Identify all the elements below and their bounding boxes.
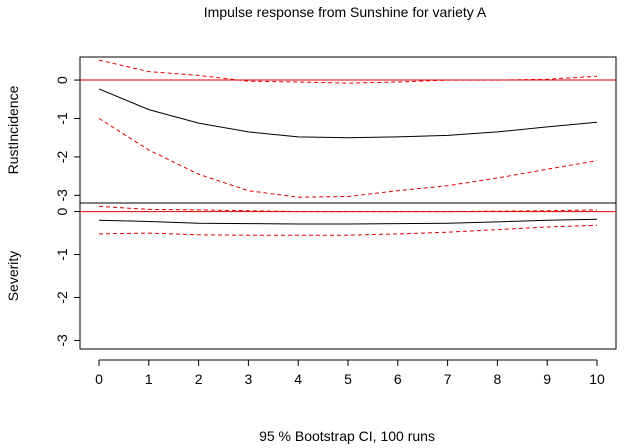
series-ci_upper-panel-0 — [98, 59, 598, 84]
y-tick-label: -3 — [54, 189, 70, 202]
x-tick-label: 9 — [543, 371, 551, 387]
y-tick-label: -2 — [54, 291, 70, 304]
y-tick-label: -3 — [54, 334, 70, 347]
x-tick-label: 1 — [145, 371, 153, 387]
x-tick-label: 3 — [245, 371, 253, 387]
x-tick-label: 5 — [344, 371, 352, 387]
chart-footer: 95 % Bootstrap CI, 100 runs — [259, 428, 435, 444]
x-tick-label: 4 — [294, 371, 302, 387]
y-tick-label: 0 — [54, 76, 70, 84]
y-tick-label: -2 — [54, 150, 70, 163]
series-ci_lower-panel-1 — [98, 224, 598, 236]
x-tick-label: 8 — [494, 371, 502, 387]
x-tick-label: 2 — [195, 371, 203, 387]
series-ci_upper-panel-1 — [98, 205, 598, 213]
y-tick-label: -1 — [54, 248, 70, 261]
y-tick-label: 0 — [54, 207, 70, 215]
series-response-panel-0 — [98, 88, 598, 139]
y-axis-label-rustincidence: RustIncidence — [5, 85, 21, 174]
chart-title: Impulse response from Sunshine for varie… — [204, 4, 487, 20]
x-tick-label: 10 — [589, 371, 605, 387]
plot-area: 0 -1 -2 -3 0 -1 -2 -3 0 1 2 3 4 5 6 7 8 9 10 — [54, 56, 617, 387]
series-response-panel-1 — [98, 218, 598, 225]
y-axis-label-severity: Severity — [5, 251, 21, 302]
x-tick-label: 6 — [394, 371, 402, 387]
series-ci_lower-panel-0 — [98, 118, 598, 198]
x-tick-label: 7 — [444, 371, 452, 387]
y-tick-label: -1 — [54, 112, 70, 125]
x-tick-label: 0 — [95, 371, 103, 387]
